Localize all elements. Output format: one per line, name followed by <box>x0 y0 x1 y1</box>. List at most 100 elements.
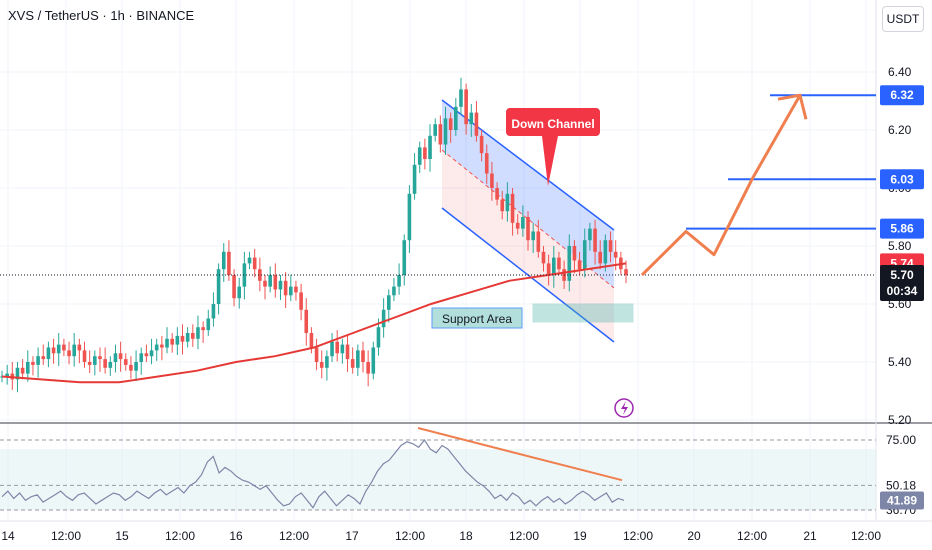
time-tick-label: 12:00 <box>851 529 881 543</box>
time-tick-label: 12:00 <box>395 529 425 543</box>
candle-body <box>118 353 123 360</box>
time-tick-label: 19 <box>573 529 587 543</box>
lightning-bolt <box>621 401 628 415</box>
candle-body <box>309 333 314 348</box>
candle-body <box>335 341 340 354</box>
rsi-current-tag-bg <box>880 491 924 510</box>
time-tick-label: 20 <box>687 529 701 543</box>
candle-body <box>165 338 169 348</box>
candle-body <box>325 356 329 368</box>
symbol-title: XVS / TetherUS · 1h · BINANCE <box>8 8 195 23</box>
candle-body <box>216 269 221 304</box>
candle-body <box>304 309 309 333</box>
candle-body <box>624 269 628 275</box>
candle-body <box>510 193 515 223</box>
candle-body <box>154 344 159 351</box>
candle-body <box>108 362 113 368</box>
candle-body <box>314 347 319 362</box>
candle-body <box>448 118 453 130</box>
time-tick-label: 15 <box>115 529 129 543</box>
candle-body <box>294 286 298 293</box>
candle-body <box>531 231 535 241</box>
candle-body <box>129 364 133 371</box>
candle-body <box>25 362 30 374</box>
candle-body <box>123 359 128 365</box>
candle-body <box>170 338 174 345</box>
price-tick-label: 6.20 <box>888 123 912 137</box>
price-tag-6-32: 6.32 <box>890 88 914 102</box>
candle-body <box>51 347 56 354</box>
candle-body <box>366 362 370 374</box>
candle-body <box>330 341 334 357</box>
candle-body <box>541 251 546 264</box>
countdown-timer: 00:34 <box>887 284 918 298</box>
price-tick-label: 6.40 <box>888 65 912 79</box>
candle-body <box>175 335 180 345</box>
candle-body <box>103 359 107 368</box>
candle-body <box>350 359 355 368</box>
candle-body <box>41 356 46 360</box>
candle-body <box>283 280 288 296</box>
candle-body <box>20 367 25 374</box>
candle-body <box>139 353 144 362</box>
rsi-reference-label: 50.18 <box>886 478 916 492</box>
candle-body <box>247 257 252 264</box>
time-tick-label: 12:00 <box>737 529 767 543</box>
price-tick-label: 5.80 <box>888 239 912 253</box>
candle-body <box>490 173 494 188</box>
candle-body <box>345 344 350 360</box>
down-channel-callout <box>506 108 600 186</box>
candle-body <box>484 153 489 174</box>
candle-body <box>72 344 76 357</box>
candle-body <box>196 327 200 339</box>
candle-body <box>211 304 216 319</box>
candle-body <box>87 362 92 365</box>
candle-body <box>221 251 226 270</box>
candle-body <box>5 373 9 377</box>
price-tag-5-86: 5.86 <box>890 222 914 236</box>
candle-body <box>386 295 391 310</box>
currency-button[interactable]: USDT <box>882 6 924 32</box>
time-tick-label: 21 <box>803 529 817 543</box>
candle-body <box>464 89 468 125</box>
price-tag-6-32-bg <box>880 85 924 106</box>
candle-body <box>407 193 412 241</box>
candle-body <box>242 263 247 287</box>
candle-body <box>613 251 618 258</box>
price-tag-5-86-bg <box>880 218 924 239</box>
candle-body <box>428 135 432 159</box>
time-tick-label: 17 <box>345 529 359 543</box>
candle-body <box>423 147 427 159</box>
candle-body <box>36 356 40 365</box>
candle-body <box>577 260 582 270</box>
support-area-label: Support Area <box>442 312 512 326</box>
candle-body <box>454 106 458 130</box>
candle-body <box>474 112 479 136</box>
price-tick-label: 5.40 <box>888 355 912 369</box>
candle-body <box>552 257 556 275</box>
candle-body <box>98 356 102 360</box>
candle-body <box>443 118 448 145</box>
candle-body <box>536 231 541 252</box>
candle-body <box>319 362 324 368</box>
price-tag-6-03-bg <box>880 169 924 190</box>
candle-body <box>191 333 195 339</box>
candle-body <box>371 347 376 374</box>
candle-body <box>273 275 278 290</box>
rsi-current-tag: 41.89 <box>887 494 917 508</box>
candle-body <box>46 347 51 360</box>
candle-body <box>515 222 520 229</box>
candle-body <box>459 89 463 107</box>
projection-arrowhead <box>777 93 808 120</box>
candle-body <box>134 362 138 371</box>
candle-body <box>278 280 283 290</box>
candle-body <box>15 367 20 380</box>
time-tick-label: 14 <box>1 529 15 543</box>
down-channel-label: Down Channel <box>511 117 594 131</box>
candle-body <box>381 309 386 328</box>
price-tag-6-03: 6.03 <box>890 172 914 186</box>
candle-body <box>433 124 437 136</box>
candle-body <box>500 199 505 212</box>
candle-body <box>93 356 97 365</box>
candle-body <box>469 112 474 125</box>
